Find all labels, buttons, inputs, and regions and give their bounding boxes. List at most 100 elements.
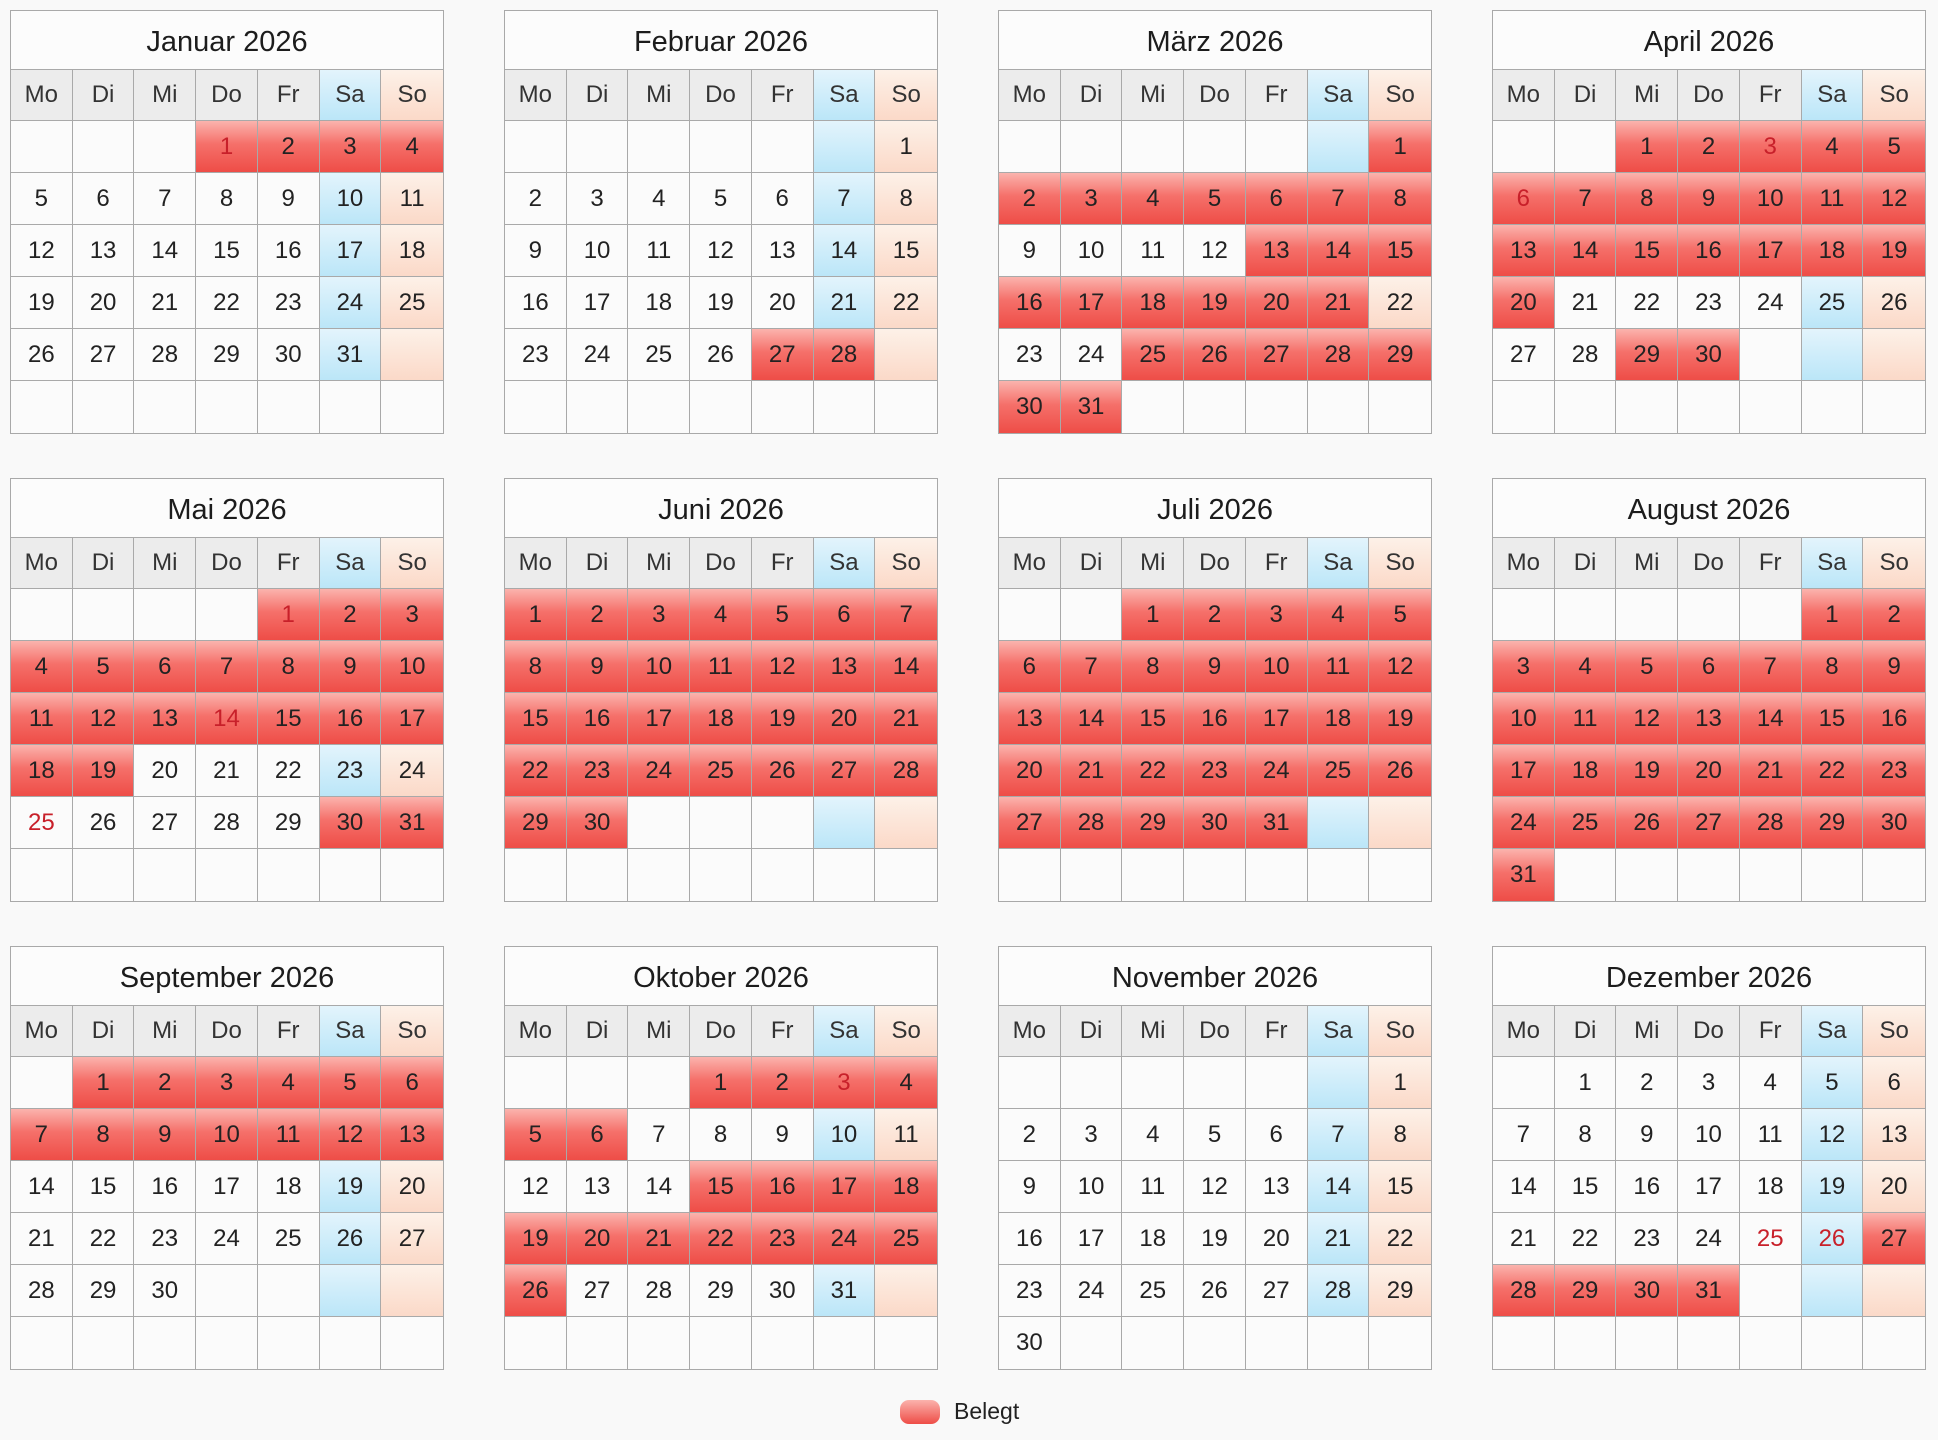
- day-cell[interactable]: 21: [1554, 277, 1617, 329]
- day-cell[interactable]: 26: [72, 797, 135, 849]
- day-cell[interactable]: 12: [751, 641, 814, 693]
- day-cell[interactable]: 8: [690, 1109, 752, 1161]
- day-cell[interactable]: 4: [1801, 121, 1864, 173]
- day-cell[interactable]: 18: [11, 745, 73, 797]
- day-cell[interactable]: 22: [1122, 745, 1185, 797]
- day-cell[interactable]: 19: [1184, 1213, 1246, 1265]
- day-cell[interactable]: 23: [1184, 745, 1246, 797]
- day-cell[interactable]: 28: [1554, 329, 1617, 381]
- day-cell[interactable]: 22: [1369, 277, 1431, 329]
- day-cell[interactable]: 2: [1678, 121, 1740, 173]
- day-cell[interactable]: 29: [505, 797, 567, 849]
- day-cell[interactable]: 22: [257, 745, 320, 797]
- day-cell[interactable]: 9: [751, 1109, 814, 1161]
- day-cell[interactable]: 3: [381, 589, 443, 641]
- day-cell[interactable]: 29: [1369, 1265, 1431, 1317]
- day-cell[interactable]: 1: [1616, 121, 1679, 173]
- day-cell[interactable]: 7: [11, 1109, 73, 1161]
- day-cell[interactable]: 21: [1493, 1213, 1555, 1265]
- day-cell[interactable]: 5: [1184, 1109, 1246, 1161]
- day-cell[interactable]: 23: [999, 1265, 1061, 1317]
- day-cell[interactable]: 20: [1863, 1161, 1925, 1213]
- day-cell[interactable]: 25: [1554, 797, 1617, 849]
- day-cell[interactable]: 24: [1060, 329, 1123, 381]
- day-cell[interactable]: 11: [628, 225, 691, 277]
- day-cell[interactable]: 19: [1369, 693, 1431, 745]
- day-cell[interactable]: 2: [134, 1057, 197, 1109]
- day-cell[interactable]: 16: [751, 1161, 814, 1213]
- day-cell[interactable]: 9: [134, 1109, 197, 1161]
- day-cell[interactable]: 12: [1184, 225, 1246, 277]
- day-cell[interactable]: 22: [875, 277, 937, 329]
- day-cell[interactable]: 27: [566, 1265, 629, 1317]
- day-cell[interactable]: 13: [566, 1161, 629, 1213]
- day-cell[interactable]: 12: [1369, 641, 1431, 693]
- day-cell[interactable]: 19: [11, 277, 73, 329]
- day-cell[interactable]: 18: [875, 1161, 937, 1213]
- day-cell[interactable]: 25: [1801, 277, 1864, 329]
- day-cell[interactable]: 24: [319, 277, 382, 329]
- day-cell[interactable]: 29: [1801, 797, 1864, 849]
- day-cell[interactable]: 9: [1678, 173, 1740, 225]
- day-cell[interactable]: 28: [1739, 797, 1802, 849]
- day-cell[interactable]: 27: [813, 745, 876, 797]
- day-cell[interactable]: 21: [1739, 745, 1802, 797]
- day-cell[interactable]: 17: [319, 225, 382, 277]
- day-cell[interactable]: 19: [505, 1213, 567, 1265]
- day-cell[interactable]: 14: [628, 1161, 691, 1213]
- day-cell[interactable]: 10: [566, 225, 629, 277]
- day-cell[interactable]: 15: [257, 693, 320, 745]
- day-cell[interactable]: 8: [1554, 1109, 1617, 1161]
- day-cell[interactable]: 1: [1122, 589, 1185, 641]
- day-cell[interactable]: 18: [381, 225, 443, 277]
- day-cell[interactable]: 24: [196, 1213, 258, 1265]
- day-cell[interactable]: 10: [1245, 641, 1308, 693]
- day-cell[interactable]: 29: [1122, 797, 1185, 849]
- day-cell[interactable]: 24: [381, 745, 443, 797]
- day-cell[interactable]: 3: [813, 1057, 876, 1109]
- day-cell[interactable]: 21: [196, 745, 258, 797]
- day-cell[interactable]: 22: [690, 1213, 752, 1265]
- day-cell[interactable]: 3: [319, 121, 382, 173]
- day-cell[interactable]: 2: [1184, 589, 1246, 641]
- day-cell[interactable]: 18: [1739, 1161, 1802, 1213]
- day-cell[interactable]: 11: [11, 693, 73, 745]
- day-cell[interactable]: 11: [1739, 1109, 1802, 1161]
- day-cell[interactable]: 26: [690, 329, 752, 381]
- day-cell[interactable]: 26: [319, 1213, 382, 1265]
- day-cell[interactable]: 14: [11, 1161, 73, 1213]
- day-cell[interactable]: 1: [1554, 1057, 1617, 1109]
- day-cell[interactable]: 24: [1739, 277, 1802, 329]
- day-cell[interactable]: 16: [999, 277, 1061, 329]
- day-cell[interactable]: 20: [1245, 1213, 1308, 1265]
- day-cell[interactable]: 5: [11, 173, 73, 225]
- day-cell[interactable]: 27: [1245, 329, 1308, 381]
- day-cell[interactable]: 23: [257, 277, 320, 329]
- day-cell[interactable]: 13: [381, 1109, 443, 1161]
- day-cell[interactable]: 18: [1801, 225, 1864, 277]
- day-cell[interactable]: 11: [875, 1109, 937, 1161]
- day-cell[interactable]: 28: [196, 797, 258, 849]
- day-cell[interactable]: 1: [505, 589, 567, 641]
- day-cell[interactable]: 27: [1493, 329, 1555, 381]
- day-cell[interactable]: 3: [1678, 1057, 1740, 1109]
- day-cell[interactable]: 23: [505, 329, 567, 381]
- day-cell[interactable]: 19: [1863, 225, 1925, 277]
- day-cell[interactable]: 2: [999, 1109, 1061, 1161]
- day-cell[interactable]: 25: [257, 1213, 320, 1265]
- day-cell[interactable]: 12: [11, 225, 73, 277]
- day-cell[interactable]: 23: [751, 1213, 814, 1265]
- day-cell[interactable]: 6: [1493, 173, 1555, 225]
- day-cell[interactable]: 25: [1307, 745, 1370, 797]
- day-cell[interactable]: 18: [690, 693, 752, 745]
- day-cell[interactable]: 30: [134, 1265, 197, 1317]
- day-cell[interactable]: 20: [751, 277, 814, 329]
- day-cell[interactable]: 6: [751, 173, 814, 225]
- day-cell[interactable]: 5: [1184, 173, 1246, 225]
- day-cell[interactable]: 6: [566, 1109, 629, 1161]
- day-cell[interactable]: 13: [1863, 1109, 1925, 1161]
- day-cell[interactable]: 12: [72, 693, 135, 745]
- day-cell[interactable]: 23: [1863, 745, 1925, 797]
- day-cell[interactable]: 19: [1616, 745, 1679, 797]
- day-cell[interactable]: 20: [1493, 277, 1555, 329]
